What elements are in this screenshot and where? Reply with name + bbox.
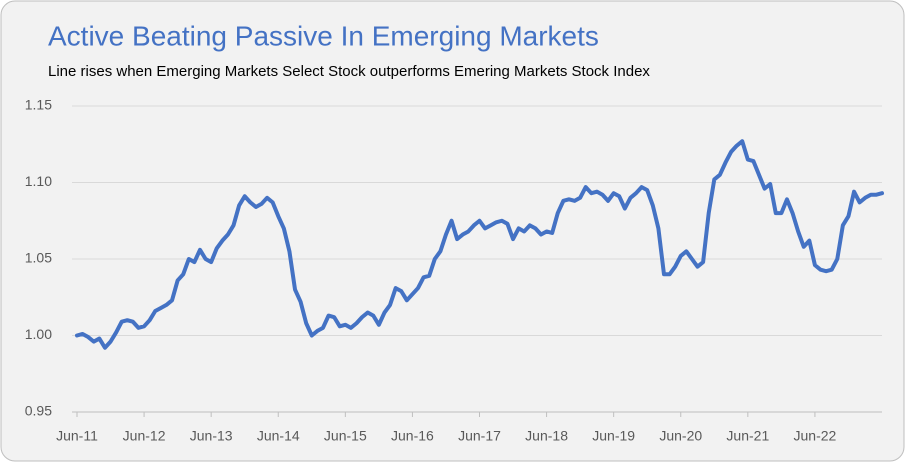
x-tick-label: Jun-13	[190, 428, 233, 444]
y-tick-label: 1.00	[25, 326, 52, 342]
y-tick-label: 1.05	[25, 250, 52, 266]
x-tick-label: Jun-11	[56, 428, 98, 444]
x-tick-label: Jun-16	[391, 428, 434, 444]
y-tick-label: 1.10	[25, 173, 52, 189]
chart-subtitle: Line rises when Emerging Markets Select …	[48, 63, 650, 80]
x-tick-label: Jun-19	[592, 428, 635, 444]
x-tick-label: Jun-20	[659, 428, 702, 444]
x-tick-label: Jun-17	[458, 428, 501, 444]
x-tick-label: Jun-15	[324, 428, 367, 444]
x-tick-label: Jun-22	[794, 428, 837, 444]
x-tick-label: Jun-18	[525, 428, 568, 444]
x-tick-label: Jun-14	[257, 428, 300, 444]
x-tick-label: Jun-21	[726, 428, 769, 444]
chart-title: Active Beating Passive In Emerging Marke…	[48, 20, 599, 51]
x-tick-label: Jun-12	[123, 428, 166, 444]
y-tick-label: 1.15	[25, 97, 52, 113]
y-tick-label: 0.95	[25, 403, 52, 419]
data-line	[75, 139, 884, 350]
